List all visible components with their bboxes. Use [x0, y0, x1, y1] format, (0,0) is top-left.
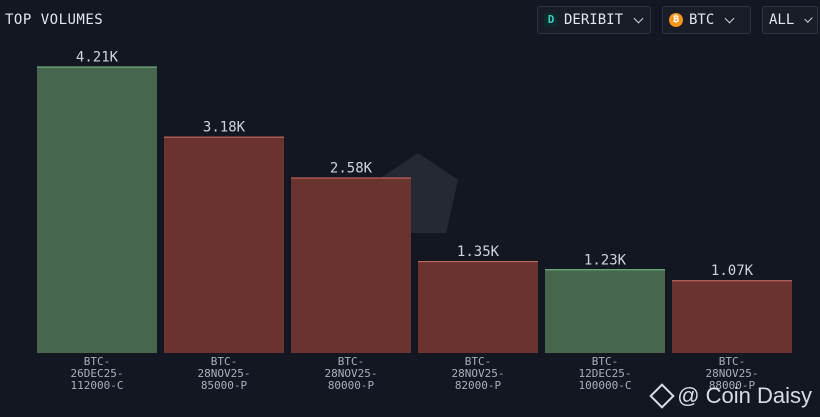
x-tick-label: 100000-C — [579, 379, 632, 392]
watermark: @ Coin Daisy — [649, 383, 812, 409]
x-tick-label: 28NOV25- — [452, 367, 505, 380]
x-tick-label: BTC- — [338, 355, 365, 368]
x-tick-label: 12DEC25- — [579, 367, 632, 380]
x-tick-label: 28NOV25- — [706, 367, 759, 380]
bar-value-label: 1.07K — [711, 263, 754, 279]
bar-value-label: 2.58K — [330, 160, 373, 176]
bar-value-label: 3.18K — [203, 120, 246, 136]
btc-icon: ₿ — [669, 13, 683, 27]
x-tick-label: 28NOV25- — [198, 367, 251, 380]
bar-BTC-26DEC25-112000-C[interactable] — [37, 66, 157, 353]
asset-dropdown-label: BTC — [689, 12, 715, 28]
exchange-dropdown-label: DERIBIT — [564, 12, 624, 28]
x-tick-label: 28NOV25- — [325, 367, 378, 380]
bar-value-label: 1.23K — [584, 252, 627, 268]
exchange-dropdown[interactable]: D DERIBIT — [537, 6, 651, 34]
at-icon: @ — [677, 383, 700, 408]
x-tick-label: BTC- — [465, 355, 492, 368]
page-title: TOP VOLUMES — [5, 12, 104, 28]
x-tick-label: BTC- — [592, 355, 619, 368]
x-tick-label: 26DEC25- — [71, 367, 124, 380]
bar-value-label: 4.21K — [76, 50, 119, 66]
x-tick-label: BTC- — [211, 355, 238, 368]
x-tick-label: 85000-P — [201, 379, 248, 392]
filter-dropdown[interactable]: ALL — [762, 6, 818, 34]
x-tick-label: BTC- — [719, 355, 746, 368]
x-tick-label: 82000-P — [455, 379, 502, 392]
bar-BTC-28NOV25-80000-P[interactable] — [291, 177, 411, 353]
asset-dropdown[interactable]: ₿ BTC — [662, 6, 751, 34]
filter-dropdown-label: ALL — [769, 12, 795, 28]
x-tick-label: 80000-P — [328, 379, 375, 392]
bar-BTC-12DEC25-100000-C[interactable] — [545, 269, 665, 353]
x-tick-label: 88000-P — [709, 379, 756, 392]
deribit-icon: D — [544, 13, 558, 27]
bar-BTC-28NOV25-85000-P[interactable] — [164, 136, 284, 353]
bar-BTC-28NOV25-88000-P[interactable] — [672, 280, 792, 353]
x-tick-label: 112000-C — [71, 379, 124, 392]
bar-value-label: 1.35K — [457, 244, 500, 260]
x-tick-label: BTC- — [84, 355, 111, 368]
watermark-text: Coin Daisy — [705, 383, 812, 408]
diamond-logo-icon — [649, 383, 676, 409]
bar-BTC-28NOV25-82000-P[interactable] — [418, 261, 538, 353]
